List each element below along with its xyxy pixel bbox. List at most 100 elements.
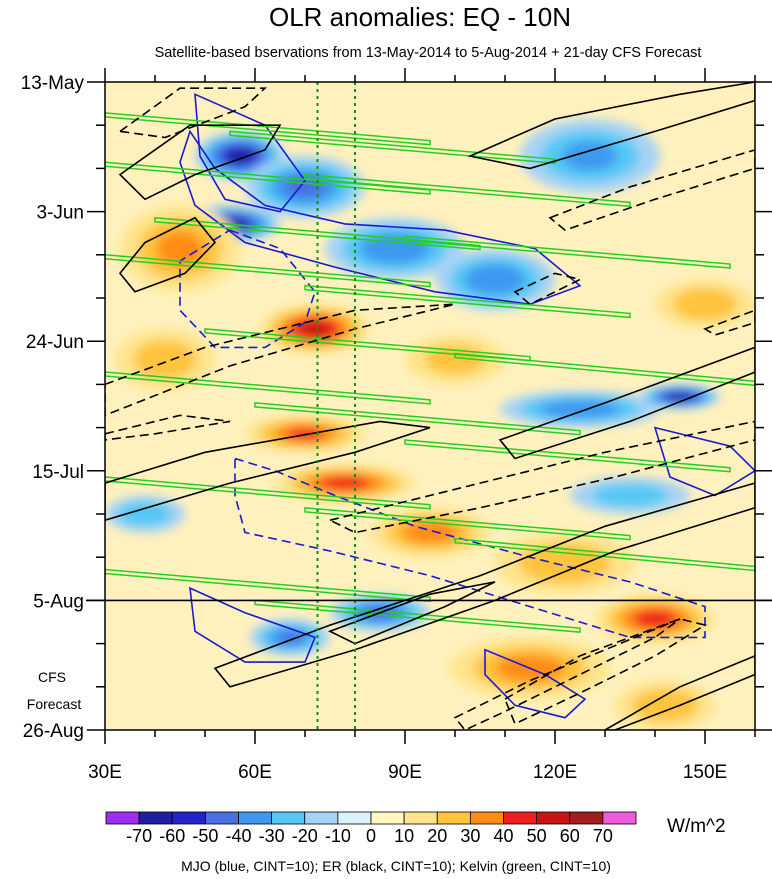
colorbar-swatch: [536, 811, 571, 825]
kelvin-contour: [454, 352, 755, 387]
kelvin-contour: [229, 130, 556, 164]
forecast-label-line1: CFS: [38, 669, 66, 685]
plot-area: [105, 82, 755, 730]
kelvin-contour: [105, 254, 431, 288]
colorbar-swatch: [436, 811, 471, 825]
y-tick-label: 13-May: [21, 73, 85, 94]
kelvin-contour: [404, 439, 731, 473]
y-tick-label: 5-Aug: [33, 591, 84, 612]
anomaly-blob: [228, 149, 252, 163]
anomaly-blob: [592, 483, 668, 508]
plot-frame: [104, 81, 756, 731]
anomaly-blob: [633, 609, 677, 628]
colorbar-label: 60: [560, 826, 580, 846]
kelvin-contour: [304, 284, 631, 319]
colorbar-swatch: [171, 811, 206, 825]
kelvin-contour: [105, 112, 431, 146]
anomaly-blob: [672, 287, 738, 321]
colorbar-swatch: [569, 811, 604, 825]
y-tick-label: 15-Jul: [32, 462, 84, 483]
anomaly-blob: [402, 521, 458, 544]
colorbar-label: -10: [325, 826, 351, 846]
colorbar-swatch: [105, 811, 140, 825]
kelvin-contour: [304, 507, 631, 541]
er-contour: [118, 124, 282, 201]
chart-title: OLR anomalies: EQ - 10N: [269, 2, 571, 32]
anomaly-blob: [156, 231, 204, 266]
kelvin-contour: [304, 173, 631, 208]
kelvin-contours: [105, 112, 755, 633]
kelvin-contour: [105, 476, 431, 510]
er-contour: [503, 618, 708, 725]
colorbar-swatch: [204, 811, 239, 825]
colorbar-swatch: [238, 811, 273, 825]
er-contour: [703, 309, 755, 336]
footer-legend: MJO (blue, CINT=10); ER (black, CINT=10)…: [181, 858, 611, 874]
y-axis: 13-May 3-Jun 24-Jun 15-Jul 5-Aug 26-Aug: [21, 73, 772, 742]
anomaly-blob: [668, 393, 692, 401]
er-contour: [498, 346, 755, 460]
er-contour: [603, 655, 755, 730]
colorbar-label: -40: [225, 826, 251, 846]
x-tick-label: 150E: [683, 762, 727, 783]
colorbar-label: 70: [593, 826, 613, 846]
anomaly-blob: [133, 340, 197, 380]
reference-lines: [316, 82, 356, 730]
kelvin-contour: [105, 371, 431, 405]
x-tick-label: 90E: [388, 762, 422, 783]
colorbar-swatch: [271, 811, 306, 825]
colorbar-unit: W/m^2: [667, 816, 726, 837]
colorbar-label: -60: [159, 826, 185, 846]
colorbar-label: 0: [366, 826, 376, 846]
kelvin-contour: [404, 235, 731, 269]
forecast-label-line2: Forecast: [27, 696, 82, 712]
mjo-contour: [189, 586, 317, 663]
colorbar-swatch: [503, 811, 538, 825]
colorbar-label: 10: [394, 826, 414, 846]
colorbar-label: -20: [292, 826, 318, 846]
er-contour: [105, 414, 231, 441]
er-contours: [105, 82, 755, 730]
y-tick-label: 26-Aug: [23, 721, 84, 742]
er-contour: [513, 272, 583, 306]
y-tick-label: 3-Jun: [36, 203, 84, 224]
colorbar: -70 -60 -50 -40 -30 -20 -10 0 10 20 30 40 50 60 70: [105, 811, 637, 846]
colorbar-swatch: [337, 811, 372, 825]
colorbar-label: -70: [126, 826, 152, 846]
colorbar-label: -50: [192, 826, 218, 846]
anomaly-blob: [631, 688, 699, 722]
er-contour: [105, 420, 431, 522]
chart-subtitle: Satellite-based bservations from 13-May-…: [155, 45, 702, 61]
colorbar-swatch: [370, 811, 405, 825]
er-contour: [213, 482, 755, 688]
anomaly-blob: [562, 141, 618, 171]
colorbar-label: 30: [460, 826, 480, 846]
colorbar-swatch: [403, 811, 438, 825]
kelvin-contour: [454, 537, 755, 572]
kelvin-contour: [254, 402, 581, 436]
colorbar-swatch: [304, 811, 339, 825]
anomaly-blob: [319, 476, 371, 490]
er-contour: [548, 149, 755, 232]
kelvin-contour: [154, 216, 481, 251]
er-contour: [105, 303, 456, 417]
anomaly-blob: [118, 501, 172, 527]
x-tick-label: 30E: [88, 762, 122, 783]
mjo-contour: [653, 426, 755, 497]
er-contour: [467, 82, 755, 170]
anomaly-blob: [300, 322, 330, 336]
anomaly-blob: [519, 543, 611, 584]
er-contour: [117, 87, 268, 139]
anomaly-blob: [277, 631, 303, 644]
er-contour: [118, 216, 217, 293]
colorbar-label: 20: [427, 826, 447, 846]
anomaly-blob: [465, 264, 525, 295]
x-axis: 30E 60E 90E 120E 150E: [88, 68, 756, 783]
colorbar-label: 50: [527, 826, 547, 846]
colorbar-swatch: [469, 811, 504, 825]
mjo-contour: [179, 229, 316, 349]
y-tick-label: 24-Jun: [26, 332, 84, 353]
mjo-contour: [179, 129, 582, 306]
kelvin-contour: [254, 599, 581, 633]
